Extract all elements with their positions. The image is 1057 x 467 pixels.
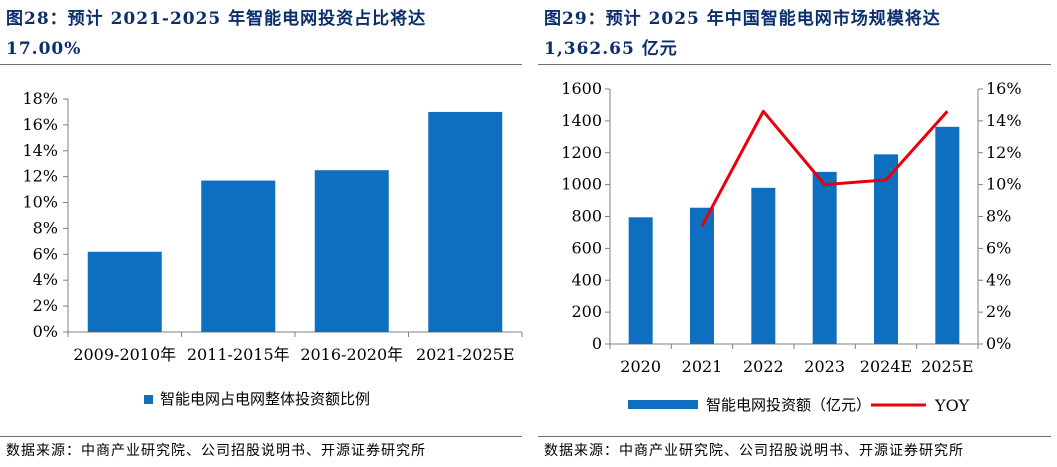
left-y-tick-label: 0	[592, 334, 602, 353]
right-y-tick-label: 0%	[986, 334, 1011, 353]
left-bottom-rule	[0, 436, 522, 437]
y-tick-label: 2%	[33, 296, 58, 315]
bar	[935, 126, 960, 344]
y-tick-label: 0%	[33, 322, 58, 341]
x-tick-label: 2023	[804, 357, 845, 376]
left-y-tick-label: 1600	[561, 79, 602, 98]
right-y-tick-label: 16%	[986, 79, 1022, 98]
right-title-line-2: 1,362.65 亿元	[544, 39, 678, 59]
right-title-line-1: 图29：预计 2025 年中国智能电网市场规模将达	[544, 9, 941, 29]
bar	[87, 251, 162, 332]
x-tick-label: 2024E	[860, 357, 912, 376]
legend-label-bar: 智能电网投资额（亿元）	[706, 396, 871, 414]
y-tick-label: 4%	[33, 270, 58, 289]
left-y-tick-label: 1400	[561, 111, 602, 130]
x-tick-label: 2021-2025E	[416, 345, 515, 364]
left-source-note: 数据来源：中商产业研究院、公司招股说明书、开源证券研究所	[6, 443, 426, 459]
left-title-line-2: 17.00%	[6, 39, 82, 59]
x-tick-label: 2011-2015年	[187, 345, 290, 364]
left-y-tick-label: 600	[571, 238, 602, 257]
x-tick-label: 2025E	[921, 357, 973, 376]
legend-swatch-bar	[628, 400, 698, 409]
bar	[690, 207, 714, 344]
right-combo-chart: 0 200 400 600 800 1000 1200 1400 1600 0% 2% 4% 6% 8% 1…	[561, 79, 1022, 415]
bar	[812, 171, 837, 344]
y-tick-label: 14%	[22, 141, 58, 160]
bar	[628, 217, 653, 344]
left-y-tick-label: 400	[571, 270, 602, 289]
x-tick-label: 2009-2010年	[73, 345, 176, 364]
x-tick-label: 2016-2020年	[300, 345, 403, 364]
right-y-tick-label: 2%	[986, 302, 1011, 321]
left-top-rule	[0, 64, 522, 65]
right-y-tick-label: 12%	[986, 143, 1022, 162]
y-tick-label: 10%	[22, 193, 58, 212]
y-tick-label: 16%	[22, 115, 58, 134]
right-bottom-rule	[538, 436, 1051, 437]
bar	[314, 170, 389, 332]
bar	[874, 154, 898, 344]
x-tick-label: 2021	[682, 357, 723, 376]
bar	[751, 187, 776, 344]
left-y-tick-label: 200	[571, 302, 602, 321]
left-y-tick-label: 1000	[561, 175, 602, 194]
left-y-tick-label: 800	[571, 207, 602, 226]
y-tick-label: 6%	[33, 244, 58, 263]
x-tick-label: 2022	[743, 357, 784, 376]
right-y-tick-label: 6%	[986, 238, 1011, 257]
y-tick-label: 12%	[22, 167, 58, 186]
right-source-note: 数据来源：中商产业研究院、公司招股说明书、开源证券研究所	[544, 443, 964, 459]
right-figure-title: 图29：预计 2025 年中国智能电网市场规模将达 1,362.65 亿元	[544, 4, 941, 64]
y-tick-label: 18%	[22, 89, 58, 108]
y-tick-label: 8%	[33, 218, 58, 237]
right-y-tick-label: 4%	[986, 270, 1011, 289]
left-figure: 图28：预计 2021-2025 年智能电网投资占比将达 17.00% 0% 2%…	[0, 0, 528, 467]
right-y-tick-label: 14%	[986, 111, 1022, 130]
yoy-line	[700, 109, 949, 227]
left-y-tick-label: 1200	[561, 143, 602, 162]
right-y-tick-label: 10%	[986, 175, 1022, 194]
legend-label-line: YOY	[934, 396, 970, 415]
left-bar-chart: 0% 2% 4% 6% 8% 10% 12% 14% 16% 18% 2009-2010年 2011-…	[22, 89, 523, 408]
x-tick-label: 2020	[620, 357, 661, 376]
right-y-tick-label: 8%	[986, 207, 1011, 226]
legend-label: 智能电网占电网整体投资额比例	[160, 390, 370, 408]
right-top-rule	[538, 64, 1051, 65]
bar	[201, 180, 276, 332]
left-figure-title: 图28：预计 2021-2025 年智能电网投资占比将达 17.00%	[6, 4, 426, 64]
left-title-line-1: 图28：预计 2021-2025 年智能电网投资占比将达	[6, 9, 427, 29]
legend-swatch	[144, 395, 153, 404]
bar	[428, 111, 503, 332]
